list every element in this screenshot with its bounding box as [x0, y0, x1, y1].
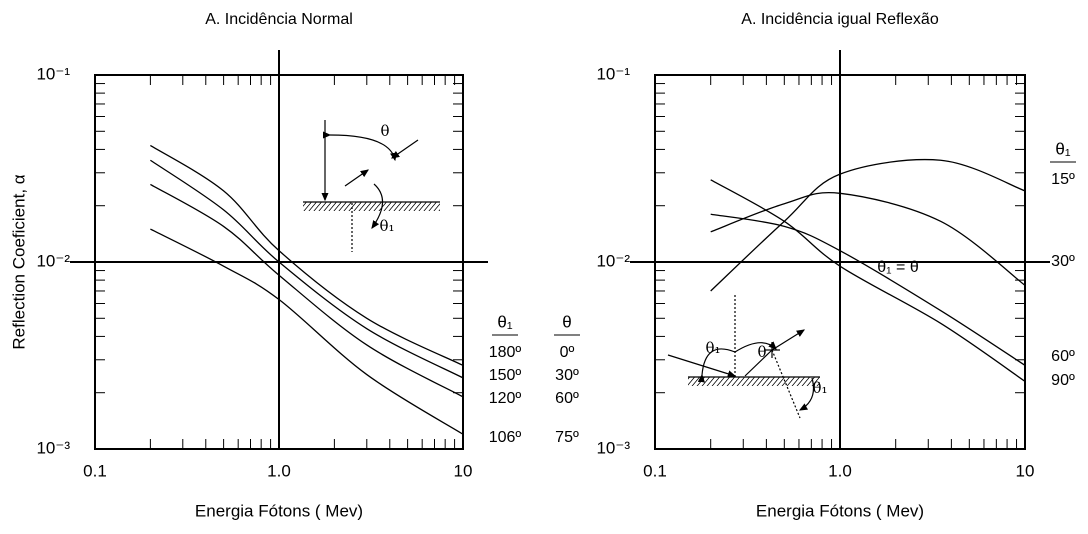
legend-label: 30º	[1051, 253, 1075, 270]
curve	[150, 228, 464, 435]
diagram-label: θ	[380, 122, 389, 140]
x-tick-label: 0.1	[643, 461, 667, 480]
curve	[710, 191, 1026, 286]
y-tick-label: 10⁻²	[596, 251, 630, 270]
x-tick-label: 1.0	[267, 461, 291, 480]
chart-title: A. Incidência igual Reflexão	[741, 11, 939, 28]
diagram-label: θ₁	[705, 339, 720, 357]
x-tick-label: 10	[1016, 461, 1035, 480]
y-tick-label: 10⁻¹	[596, 64, 630, 83]
y-axis-label: Reflection Coeficient, α	[9, 174, 28, 349]
legend-label: 75º	[555, 429, 579, 446]
legend-header: θ₁	[497, 312, 512, 331]
legend-label: 106º	[489, 429, 522, 446]
chart-title: A. Incidência Normal	[205, 11, 353, 28]
curve	[710, 158, 1026, 292]
x-axis-label: Energia Fótons ( Mev)	[195, 501, 363, 520]
curve	[150, 144, 464, 366]
legend-header: θ	[562, 312, 571, 331]
curve	[710, 213, 1026, 366]
legend-label: 180º	[489, 344, 522, 361]
y-tick-label: 10⁻²	[36, 251, 70, 270]
incidence-diagram	[303, 120, 440, 252]
legend-label: 0º	[560, 344, 575, 361]
legend-header: θ₁	[1055, 139, 1070, 158]
x-tick-label: 1.0	[828, 461, 852, 480]
y-tick-label: 10⁻³	[596, 438, 630, 457]
legend-label: 15º	[1051, 171, 1075, 188]
x-tick-label: 0.1	[83, 461, 107, 480]
legend-label: 30º	[555, 367, 579, 384]
legend-label: 150º	[489, 367, 522, 384]
legend-label: 120º	[489, 390, 522, 407]
legend-label: 90º	[1051, 372, 1075, 389]
curve	[150, 159, 464, 379]
x-axis-label: Energia Fótons ( Mev)	[756, 501, 924, 520]
legend-label: 60º	[1051, 348, 1075, 365]
y-tick-label: 10⁻³	[36, 438, 70, 457]
annotation: θ₁ = θ	[877, 259, 919, 276]
legend-label: 60º	[555, 390, 579, 407]
y-tick-label: 10⁻¹	[36, 64, 70, 83]
diagram-label: θ₁	[379, 217, 394, 235]
x-tick-label: 10	[454, 461, 473, 480]
diagram-label: θ₁	[812, 379, 827, 397]
curve	[150, 183, 464, 398]
curve	[710, 179, 1026, 382]
reflection-diagram	[667, 295, 820, 419]
diagram-label: θ	[757, 343, 766, 361]
